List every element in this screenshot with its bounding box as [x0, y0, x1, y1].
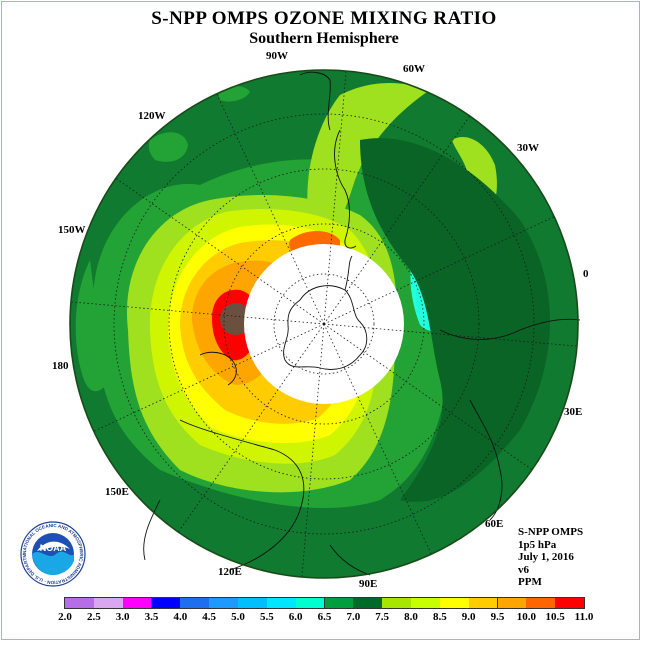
colorbar-tick-label: 2.5 — [86, 611, 101, 623]
lon-label-60e: 60E — [485, 518, 504, 530]
lon-label-30w: 30W — [517, 142, 539, 154]
south-america-coast — [334, 129, 357, 249]
colorbar-tick-label: 10.5 — [545, 611, 565, 623]
latitude-circle — [223, 223, 425, 425]
colorbar-tick-label: 11.0 — [574, 611, 594, 623]
south-america-north — [299, 71, 331, 131]
colorbar-tick-label: 9.5 — [490, 611, 505, 623]
colorbar-tick-label: 10.0 — [516, 611, 536, 623]
lon-label-150e: 150E — [105, 486, 129, 498]
ozone-patch-120w — [148, 132, 188, 162]
colorbar-tick-label: 4.0 — [173, 611, 188, 623]
info-pressure-level: 1p5 hPa — [518, 538, 557, 551]
lon-label-90e: 90E — [359, 578, 378, 590]
info-instrument: S-NPP OMPS — [518, 526, 584, 538]
ozone-dark-region-east — [360, 138, 550, 502]
info-units: PPM — [518, 576, 542, 588]
antarctic-peninsula — [344, 255, 353, 291]
colorbar-swatch — [353, 598, 384, 608]
colorbar-swatch — [209, 598, 239, 608]
colorbar-tick-label: 3.0 — [115, 611, 130, 623]
madagascar-coast — [469, 399, 503, 521]
colorbar-tick-label: 8.0 — [404, 611, 418, 623]
ozone-dark-region-west — [75, 260, 110, 392]
lon-label-150w: 150W — [58, 224, 86, 236]
colorbar-swatch — [497, 598, 528, 608]
colorbar-swatch — [266, 598, 297, 608]
lon-label-90w: 90W — [266, 50, 288, 62]
colorbar — [64, 597, 585, 609]
colorbar-swatch — [382, 598, 412, 608]
colorbar-swatch — [411, 598, 441, 608]
lon-label-180: 180 — [52, 360, 69, 372]
colorbar-tick-label: 5.5 — [259, 611, 274, 623]
colorbar-swatch — [439, 598, 470, 608]
colorbar-tick-label: 6.0 — [288, 611, 303, 623]
map-boundary — [69, 69, 579, 579]
new-zealand-coast — [199, 351, 237, 386]
noaa-logo: NATIONAL OCEANIC AND ATMOSPHERIC ADMINIS… — [20, 521, 86, 587]
ozone-band-11-0 — [220, 303, 252, 335]
australia-coast — [179, 419, 305, 571]
colorbar-tick-label: 5.0 — [231, 611, 245, 623]
lon-label-120e: 120E — [218, 566, 242, 578]
latitude-circle — [168, 168, 480, 480]
colorbar-tick-label: 4.5 — [202, 611, 217, 623]
latitude-circle — [113, 113, 535, 535]
colorbar-tick-label: 7.5 — [375, 611, 390, 623]
colorbar-swatch — [295, 598, 326, 608]
colorbar-swatch — [180, 598, 211, 608]
latitude-circle — [273, 273, 375, 375]
colorbar-swatch — [555, 598, 585, 608]
colorbar-tick-label: 8.5 — [432, 611, 447, 623]
colorbar-tick-label: 7.0 — [346, 611, 361, 623]
colorbar-swatch — [93, 598, 124, 608]
colorbar-tick-label: 9.0 — [461, 611, 476, 623]
product-info: S-NPP OMPS 1p5 hPa July 1, 2016 v6 PPM — [518, 526, 583, 589]
ozone-streamer — [307, 83, 430, 231]
colorbar-tick-label: 3.5 — [144, 611, 159, 623]
colorbar-swatch — [468, 598, 499, 608]
map-title: S-NPP OMPS OZONE MIXING RATIO — [151, 8, 497, 29]
colorbar-tick-label: 6.5 — [317, 611, 332, 623]
indonesia-coast — [329, 544, 371, 576]
colorbar-swatch — [238, 598, 268, 608]
lon-label-120w: 120W — [138, 110, 166, 122]
colorbar-swatch — [122, 598, 153, 608]
coastlines — [143, 71, 581, 576]
lon-label-30e: 30E — [564, 406, 583, 418]
map-subtitle: Southern Hemisphere — [249, 30, 399, 47]
noaa-logo-text: NOAA — [40, 543, 67, 553]
africa-coast — [439, 318, 581, 340]
antarctica-coast — [283, 285, 368, 370]
figure-frame — [1, 1, 640, 640]
colorbar-swatch — [324, 598, 355, 608]
pacific-islands — [143, 499, 161, 561]
lon-label-60w: 60W — [403, 63, 425, 75]
colorbar-swatch — [65, 598, 95, 608]
lon-label-0: 0 — [583, 268, 589, 280]
lat-lon-grid — [70, 70, 578, 578]
colorbar-swatch — [526, 598, 557, 608]
colorbar-tick-label: 2.0 — [58, 611, 72, 623]
info-date: July 1, 2016 — [518, 551, 574, 563]
info-version: v6 — [518, 563, 529, 576]
colorbar-swatch — [151, 598, 182, 608]
